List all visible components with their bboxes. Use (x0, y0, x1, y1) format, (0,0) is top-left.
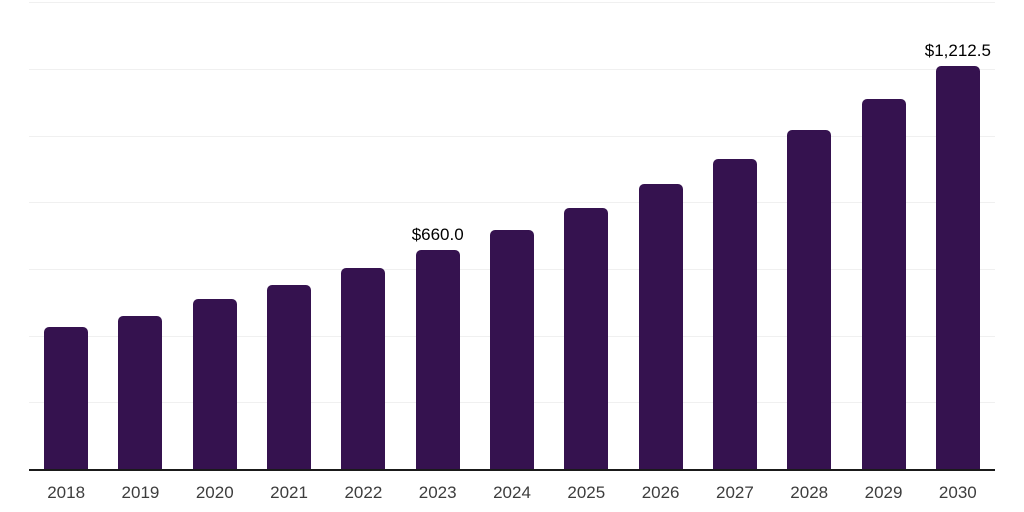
plot-area: $660.0 $1,212.5 (29, 0, 995, 471)
x-tick-label-2018: 2018 (47, 483, 86, 502)
x-tick-label-2025: 2025 (567, 483, 606, 502)
bar-2021 (267, 284, 312, 470)
gridline (29, 2, 995, 4)
x-tick-label-2030: 2030 (938, 483, 977, 502)
x-tick-label-2023: 2023 (418, 483, 457, 502)
gridline (29, 202, 995, 204)
bar-2019 (118, 316, 163, 470)
x-tick-label-2021: 2021 (270, 483, 308, 502)
gridline (29, 68, 995, 70)
x-tick-label-2019: 2019 (121, 483, 160, 502)
x-tick-label-2022: 2022 (344, 483, 383, 502)
bar-2022 (341, 268, 386, 470)
x-tick-label-2029: 2029 (864, 483, 903, 502)
bar-2018 (44, 326, 89, 470)
bar-2020 (192, 299, 237, 470)
x-axis-line (29, 469, 995, 471)
x-tick-label-2027: 2027 (716, 483, 754, 502)
x-tick-label-2028: 2028 (790, 483, 829, 502)
bar-2029 (861, 99, 906, 470)
bar-2025 (564, 208, 609, 470)
bar-2024 (490, 229, 534, 470)
x-tick-label-2020: 2020 (195, 483, 234, 502)
bar-2028 (787, 130, 832, 470)
x-axis-labels: 2018 2019 2020 2021 2022 2023 2024 2025 2026 2027… (29, 483, 995, 505)
data-label-2023: $660.0 (411, 224, 464, 244)
bar-2027 (712, 158, 757, 470)
data-label-2030: $1,212.5 (924, 40, 991, 60)
bar-2023: $660.0 (412, 225, 464, 470)
gridline (29, 135, 995, 137)
bar-2026 (638, 184, 683, 470)
x-tick-label-2024: 2024 (493, 483, 531, 502)
bar-2030: $1,212.5 (925, 41, 991, 470)
x-tick-label-2026: 2026 (641, 483, 680, 502)
